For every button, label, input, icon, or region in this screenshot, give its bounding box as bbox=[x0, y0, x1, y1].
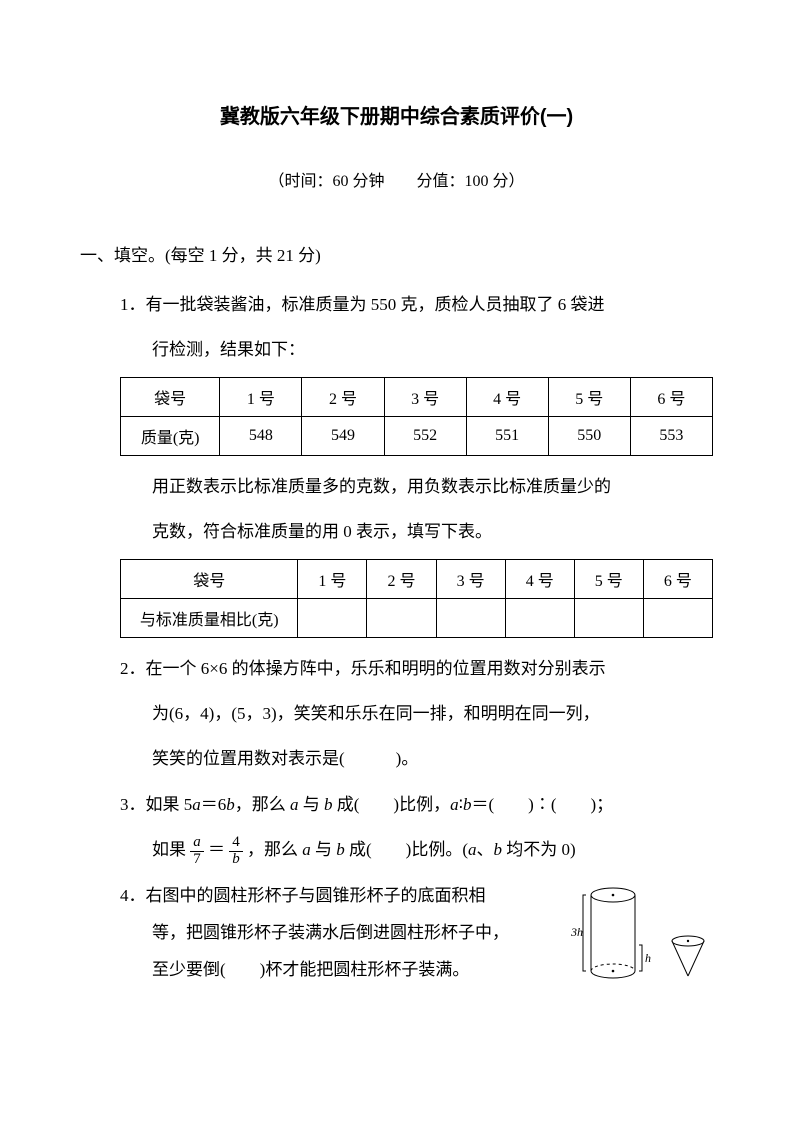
t2-h2: 2 号 bbox=[367, 559, 436, 598]
label-3h: 3 bbox=[570, 925, 577, 939]
q4-line2: 等，把圆锥形杯子装满水后倒进圆柱形杯子中， bbox=[152, 914, 553, 951]
fraction-2: 4 b bbox=[229, 835, 243, 868]
table-row: 质量(克) 548 549 552 551 550 553 bbox=[121, 416, 713, 455]
frac2-den: b bbox=[229, 852, 243, 868]
t2-h6: 6 号 bbox=[643, 559, 712, 598]
frac1-num: a bbox=[190, 835, 204, 852]
q2-line1: 2．在一个 6×6 的体操方阵中，乐乐和明明的位置用数对分别表示 bbox=[120, 650, 713, 687]
t2-h0: 袋号 bbox=[121, 559, 298, 598]
t1-v5: 550 bbox=[548, 416, 630, 455]
q3-m1: ，那么 bbox=[235, 795, 290, 814]
q1-after2: 克数，符合标准质量的用 0 表示，填写下表。 bbox=[152, 513, 713, 550]
q3-b: b bbox=[226, 795, 235, 814]
q3-a4: a bbox=[302, 840, 311, 859]
q1-line2: 行检测，结果如下： bbox=[152, 331, 713, 368]
q1-table1: 袋号 1 号 2 号 3 号 4 号 5 号 6 号 质量(克) 548 549… bbox=[120, 377, 713, 456]
q3-b3: b bbox=[463, 795, 472, 814]
q3-l2-pre: 如果 bbox=[152, 840, 186, 859]
q3-line1: 3．如果 5a＝6b，那么 a 与 b 成( )比例，a∶b＝( )∶( )； bbox=[120, 786, 713, 823]
q3-m3: 成( )比例， bbox=[333, 795, 451, 814]
q3-l2-tail: 成( )比例。( bbox=[345, 840, 468, 859]
q3-t1: ＝( )∶( )； bbox=[472, 795, 614, 814]
page-title: 冀教版六年级下册期中综合素质评价(一) bbox=[80, 100, 713, 129]
q3-l2-end: 均不为 0) bbox=[502, 840, 576, 859]
t1-v1: 548 bbox=[220, 416, 302, 455]
t1-rowlabel: 质量(克) bbox=[121, 416, 220, 455]
q3-b4: b bbox=[336, 840, 345, 859]
cylinder-cone-icon: 3 h h bbox=[563, 881, 713, 991]
t1-v4: 551 bbox=[466, 416, 548, 455]
q4-wrap: 4．右图中的圆柱形杯子与圆锥形杯子的底面积相 等，把圆锥形杯子装满水后倒进圆柱形… bbox=[120, 877, 713, 1004]
q2-line3: 笑笑的位置用数对表示是( )。 bbox=[152, 740, 713, 777]
t1-h3: 3 号 bbox=[384, 377, 466, 416]
q4-text: 4．右图中的圆柱形杯子与圆锥形杯子的底面积相 等，把圆锥形杯子装满水后倒进圆柱形… bbox=[120, 877, 553, 989]
t2-h3: 3 号 bbox=[436, 559, 505, 598]
t2-v3 bbox=[436, 598, 505, 637]
t2-v6 bbox=[643, 598, 712, 637]
q4-line2-pre: 等，把圆锥形杯子装满水后倒进圆柱形杯子中， bbox=[152, 923, 509, 942]
page: 冀教版六年级下册期中综合素质评价(一) （时间：60 分钟 分值：100 分） … bbox=[0, 0, 793, 1122]
table-row: 袋号 1 号 2 号 3 号 4 号 5 号 6 号 bbox=[121, 377, 713, 416]
table-row: 与标准质量相比(克) bbox=[121, 598, 713, 637]
q3-a: a bbox=[192, 795, 201, 814]
q3-l2-mid2: 与 bbox=[311, 840, 337, 859]
t1-h2: 2 号 bbox=[302, 377, 384, 416]
label-h: h bbox=[645, 951, 651, 965]
q3-eq2: ＝ bbox=[208, 840, 225, 859]
t2-v4 bbox=[505, 598, 574, 637]
t1-h6: 6 号 bbox=[630, 377, 712, 416]
q3-a3: a bbox=[450, 795, 459, 814]
section-1-heading: 一、填空。(每空 1 分，共 21 分) bbox=[80, 241, 713, 266]
t1-h4: 4 号 bbox=[466, 377, 548, 416]
t2-v2 bbox=[367, 598, 436, 637]
fraction-1: a 7 bbox=[190, 835, 204, 868]
t2-h1: 1 号 bbox=[298, 559, 367, 598]
t1-v3: 552 bbox=[384, 416, 466, 455]
q3-l2-mid: ，那么 bbox=[247, 840, 302, 859]
t2-rowlabel: 与标准质量相比(克) bbox=[121, 598, 298, 637]
frac2-num: 4 bbox=[229, 835, 243, 852]
q3-eq: ＝6 bbox=[201, 795, 227, 814]
t2-v5 bbox=[574, 598, 643, 637]
q4-figure: 3 h h bbox=[553, 877, 713, 1004]
q3-a2: a bbox=[290, 795, 299, 814]
t1-v6: 553 bbox=[630, 416, 712, 455]
q1-table2: 袋号 1 号 2 号 3 号 4 号 5 号 6 号 与标准质量相比(克) bbox=[120, 559, 713, 638]
t1-h0: 袋号 bbox=[121, 377, 220, 416]
t2-h4: 4 号 bbox=[505, 559, 574, 598]
q3-b2: b bbox=[324, 795, 333, 814]
q3-m2: 与 bbox=[299, 795, 325, 814]
q1-line1: 1．有一批袋装酱油，标准质量为 550 克，质检人员抽取了 6 袋进 bbox=[120, 286, 713, 323]
q3-b5: b bbox=[493, 840, 502, 859]
q4-line3: 至少要倒( )杯才能把圆柱形杯子装满。 bbox=[152, 951, 553, 988]
t1-h1: 1 号 bbox=[220, 377, 302, 416]
q1-after1: 用正数表示比标准质量多的克数，用负数表示比标准质量少的 bbox=[152, 468, 713, 505]
t1-h5: 5 号 bbox=[548, 377, 630, 416]
q4-line1: 4．右图中的圆柱形杯子与圆锥形杯子的底面积相 bbox=[120, 877, 553, 914]
svg-text:h: h bbox=[577, 925, 583, 939]
q3-line2: 如果 a 7 ＝ 4 b ，那么 a 与 b 成( )比例。(a、b 均不为 0… bbox=[152, 831, 713, 868]
q4: 4．右图中的圆柱形杯子与圆锥形杯子的底面积相 等，把圆锥形杯子装满水后倒进圆柱形… bbox=[120, 877, 713, 1004]
t2-h5: 5 号 bbox=[574, 559, 643, 598]
t2-v1 bbox=[298, 598, 367, 637]
q2-line2: 为(6，4)，(5，3)，笑笑和乐乐在同一排，和明明在同一列， bbox=[152, 695, 713, 732]
frac1-den: 7 bbox=[190, 852, 204, 868]
q3-p1: 3．如果 5 bbox=[120, 795, 192, 814]
q3-sep: 、 bbox=[476, 840, 493, 859]
page-subtitle: （时间：60 分钟 分值：100 分） bbox=[80, 167, 713, 191]
t1-v2: 549 bbox=[302, 416, 384, 455]
table-row: 袋号 1 号 2 号 3 号 4 号 5 号 6 号 bbox=[121, 559, 713, 598]
